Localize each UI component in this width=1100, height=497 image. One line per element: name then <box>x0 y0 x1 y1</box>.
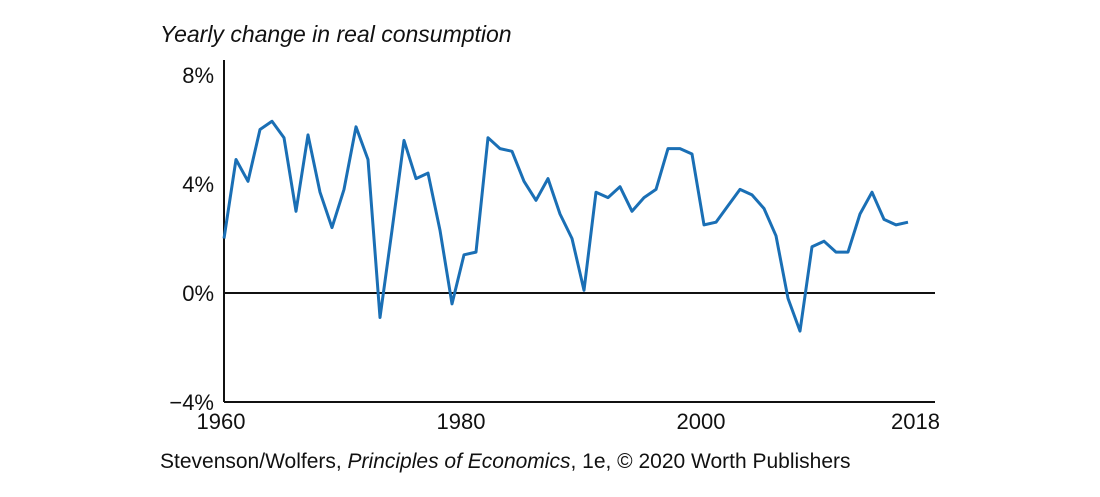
y-tick-label: 0% <box>182 281 214 306</box>
y-tick-label: −4% <box>169 390 214 415</box>
source-text: Principles of Economics <box>347 450 571 473</box>
y-tick-label: 4% <box>182 172 214 197</box>
source-text: , 1e, © 2020 Worth Publishers <box>570 450 851 473</box>
x-tick-label: 1960 <box>197 409 246 434</box>
source-text: Stevenson/Wolfers, <box>160 450 342 473</box>
y-tick-label: 8% <box>182 63 214 88</box>
chart-title: Yearly change in real consumption <box>160 21 512 47</box>
source-note: Stevenson/Wolfers, Principles of Economi… <box>160 450 851 474</box>
x-tick-label: 2000 <box>677 409 726 434</box>
data-line <box>222 119 909 333</box>
x-tick-label: 1980 <box>437 409 486 434</box>
x-tick-label: 2018 <box>891 409 940 434</box>
